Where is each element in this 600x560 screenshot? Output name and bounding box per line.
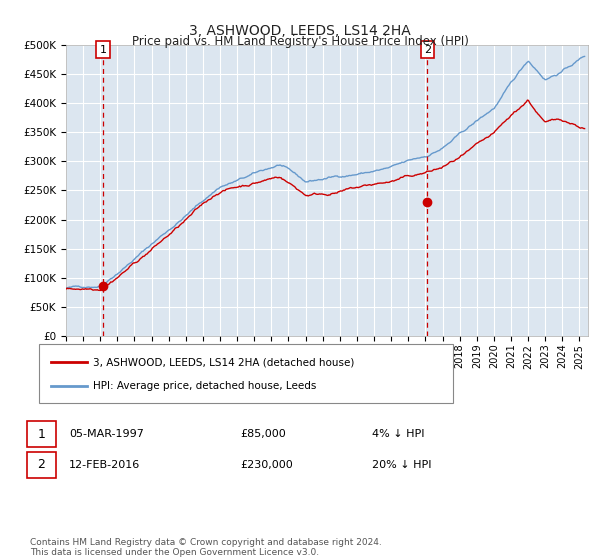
Text: 1: 1 xyxy=(37,427,46,441)
Text: £230,000: £230,000 xyxy=(240,460,293,470)
Text: 2: 2 xyxy=(37,458,46,472)
Text: 1: 1 xyxy=(100,45,107,55)
Text: 3, ASHWOOD, LEEDS, LS14 2HA (detached house): 3, ASHWOOD, LEEDS, LS14 2HA (detached ho… xyxy=(93,357,355,367)
Text: HPI: Average price, detached house, Leeds: HPI: Average price, detached house, Leed… xyxy=(93,380,316,390)
Text: 12-FEB-2016: 12-FEB-2016 xyxy=(69,460,140,470)
Text: 05-MAR-1997: 05-MAR-1997 xyxy=(69,429,144,439)
Text: £85,000: £85,000 xyxy=(240,429,286,439)
Text: 20% ↓ HPI: 20% ↓ HPI xyxy=(372,460,431,470)
Text: Contains HM Land Registry data © Crown copyright and database right 2024.
This d: Contains HM Land Registry data © Crown c… xyxy=(30,538,382,557)
Text: 4% ↓ HPI: 4% ↓ HPI xyxy=(372,429,425,439)
Text: 2: 2 xyxy=(424,45,431,55)
Text: 3, ASHWOOD, LEEDS, LS14 2HA: 3, ASHWOOD, LEEDS, LS14 2HA xyxy=(189,25,411,38)
Text: Price paid vs. HM Land Registry's House Price Index (HPI): Price paid vs. HM Land Registry's House … xyxy=(131,35,469,48)
